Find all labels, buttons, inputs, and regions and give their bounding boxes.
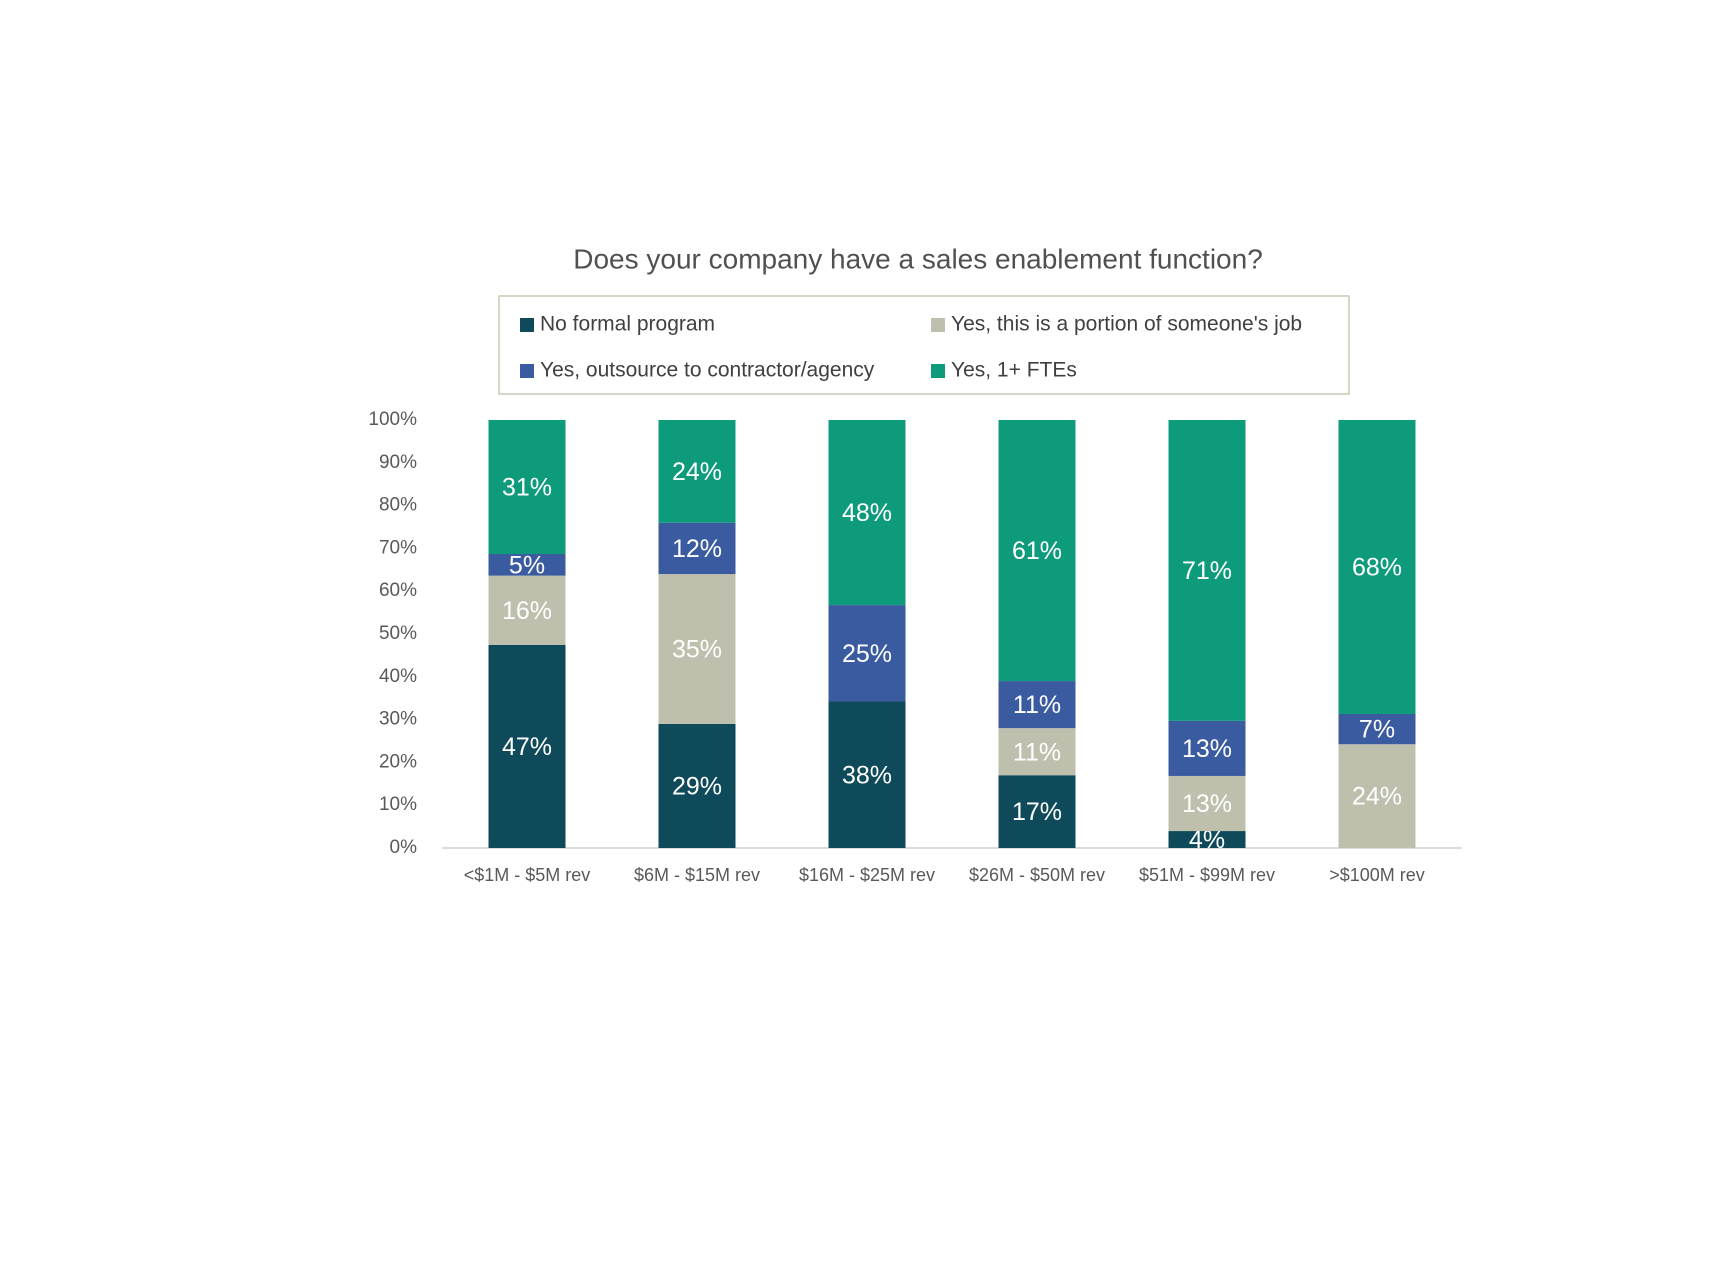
data-label: 12% bbox=[672, 535, 722, 563]
bar-segment bbox=[488, 644, 566, 848]
y-tick-label: 0% bbox=[390, 837, 418, 858]
bar-segment bbox=[488, 420, 566, 555]
bar-segment bbox=[828, 605, 906, 702]
legend-label: Yes, 1+ FTEs bbox=[951, 359, 1077, 382]
y-tick-label: 40% bbox=[379, 666, 417, 687]
bar-segment bbox=[998, 728, 1076, 776]
data-label: 16% bbox=[502, 597, 552, 625]
bar-segment bbox=[1168, 831, 1246, 848]
bar-segment bbox=[1338, 713, 1416, 745]
x-tick-label: $26M - $50M rev bbox=[969, 865, 1105, 885]
data-label: 13% bbox=[1182, 735, 1232, 763]
data-label: 25% bbox=[842, 640, 892, 668]
bar-segment bbox=[1168, 775, 1246, 832]
data-label: 48% bbox=[842, 499, 892, 527]
bar-segment bbox=[998, 681, 1076, 729]
y-tick-label: 10% bbox=[379, 794, 417, 815]
data-label: 47% bbox=[502, 733, 552, 761]
bar-segment bbox=[998, 420, 1076, 682]
legend-label: Yes, this is a portion of someone's job bbox=[951, 313, 1302, 336]
bar-segment bbox=[658, 420, 736, 523]
legend-swatch bbox=[931, 364, 945, 378]
y-tick-label: 30% bbox=[379, 709, 417, 730]
y-tick-label: 50% bbox=[379, 623, 417, 644]
x-tick-label: $51M - $99M rev bbox=[1139, 865, 1275, 885]
bar-segment bbox=[658, 574, 736, 724]
data-label: 31% bbox=[502, 474, 552, 502]
data-label: 17% bbox=[1012, 798, 1062, 826]
data-label: 68% bbox=[1352, 554, 1402, 582]
data-label: 24% bbox=[672, 458, 722, 486]
chart-title: Does your company have a sales enablemen… bbox=[573, 243, 1263, 274]
data-label: 11% bbox=[1013, 738, 1061, 766]
data-label: 5% bbox=[509, 551, 545, 579]
y-tick-label: 60% bbox=[379, 580, 417, 601]
data-label: 38% bbox=[842, 761, 892, 789]
bar-segment bbox=[1338, 744, 1416, 848]
legend-swatch bbox=[931, 318, 945, 332]
data-label: 29% bbox=[672, 773, 722, 801]
y-tick-label: 20% bbox=[379, 751, 417, 772]
data-label: 7% bbox=[1359, 716, 1395, 744]
y-tick-label: 80% bbox=[379, 495, 417, 516]
data-label: 11% bbox=[1013, 691, 1061, 719]
bar-segment bbox=[488, 575, 566, 645]
bar-segment bbox=[828, 701, 906, 848]
x-tick-label: <$1M - $5M rev bbox=[464, 865, 591, 885]
bar-segment bbox=[1338, 420, 1416, 714]
legend-swatch bbox=[520, 318, 534, 332]
bar-segment bbox=[998, 775, 1076, 848]
bar-segment bbox=[1168, 720, 1246, 776]
x-tick-label: $16M - $25M rev bbox=[799, 865, 935, 885]
bar-segment bbox=[488, 554, 566, 576]
data-label: 35% bbox=[672, 636, 722, 664]
y-tick-label: 100% bbox=[368, 409, 417, 430]
legend-label: No formal program bbox=[540, 313, 715, 336]
legend-box bbox=[498, 295, 1350, 395]
bar-segment bbox=[1168, 420, 1246, 721]
legend-label: Yes, outsource to contractor/agency bbox=[540, 359, 875, 382]
bar-segment bbox=[658, 522, 736, 575]
y-tick-label: 70% bbox=[379, 537, 417, 558]
data-label: 24% bbox=[1352, 783, 1402, 811]
data-label: 13% bbox=[1182, 790, 1232, 818]
x-tick-label: >$100M rev bbox=[1329, 865, 1425, 885]
data-label: 71% bbox=[1182, 557, 1232, 585]
bar-segment bbox=[658, 723, 736, 848]
legend-swatch bbox=[520, 364, 534, 378]
bar-segment bbox=[828, 420, 906, 606]
y-tick-label: 90% bbox=[379, 452, 417, 473]
x-tick-label: $6M - $15M rev bbox=[634, 865, 760, 885]
data-label: 61% bbox=[1012, 537, 1062, 565]
